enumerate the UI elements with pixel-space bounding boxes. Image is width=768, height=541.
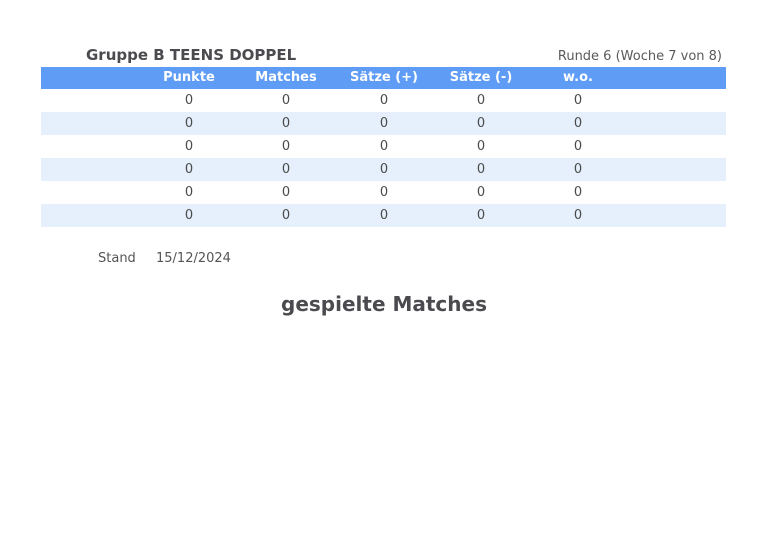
table-row: 0 0 0 0 0: [41, 181, 726, 204]
table-cell: 0: [184, 162, 194, 177]
standings-table: Punkte Matches Sätze (+) Sätze (-) w.o. …: [41, 67, 726, 227]
table-header-row: Punkte Matches Sätze (+) Sätze (-) w.o.: [41, 67, 726, 89]
table-cell: 0: [379, 208, 389, 223]
column-header-wo: w.o.: [563, 70, 593, 85]
table-cell: 0: [281, 116, 291, 131]
column-header-punkte: Punkte: [163, 70, 215, 85]
table-row: 0 0 0 0 0: [41, 112, 726, 135]
table-cell: 0: [184, 139, 194, 154]
table-cell: 0: [379, 116, 389, 131]
table-cell: 0: [184, 116, 194, 131]
stand-date: 15/12/2024: [156, 251, 231, 266]
table-cell: 0: [379, 139, 389, 154]
table-row: 0 0 0 0 0: [41, 135, 726, 158]
table-row: 0 0 0 0 0: [41, 158, 726, 181]
table-cell: 0: [379, 93, 389, 108]
column-header-saetze-minus: Sätze (-): [449, 70, 513, 85]
group-title: Gruppe B TEENS DOPPEL: [86, 46, 297, 64]
stand-label: Stand: [98, 251, 136, 266]
table-cell: 0: [476, 162, 486, 177]
table-row: 0 0 0 0 0: [41, 89, 726, 112]
table-cell: 0: [184, 208, 194, 223]
table-cell: 0: [281, 208, 291, 223]
table-cell: 0: [476, 93, 486, 108]
table-cell: 0: [281, 139, 291, 154]
table-cell: 0: [573, 208, 583, 223]
column-header-saetze-plus: Sätze (+): [349, 70, 419, 85]
table-cell: 0: [573, 116, 583, 131]
table-cell: 0: [476, 208, 486, 223]
table-cell: 0: [573, 185, 583, 200]
table-cell: 0: [184, 93, 194, 108]
table-cell: 0: [184, 185, 194, 200]
table-cell: 0: [573, 162, 583, 177]
table-cell: 0: [476, 185, 486, 200]
round-info: Runde 6 (Woche 7 von 8): [557, 49, 722, 64]
table-cell: 0: [379, 185, 389, 200]
column-header-matches: Matches: [255, 70, 317, 85]
table-cell: 0: [476, 116, 486, 131]
table-cell: 0: [476, 139, 486, 154]
table-cell: 0: [573, 93, 583, 108]
table-cell: 0: [281, 162, 291, 177]
table-cell: 0: [573, 139, 583, 154]
table-row: 0 0 0 0 0: [41, 204, 726, 227]
played-matches-title: gespielte Matches: [281, 292, 487, 316]
table-cell: 0: [281, 185, 291, 200]
table-cell: 0: [281, 93, 291, 108]
table-cell: 0: [379, 162, 389, 177]
